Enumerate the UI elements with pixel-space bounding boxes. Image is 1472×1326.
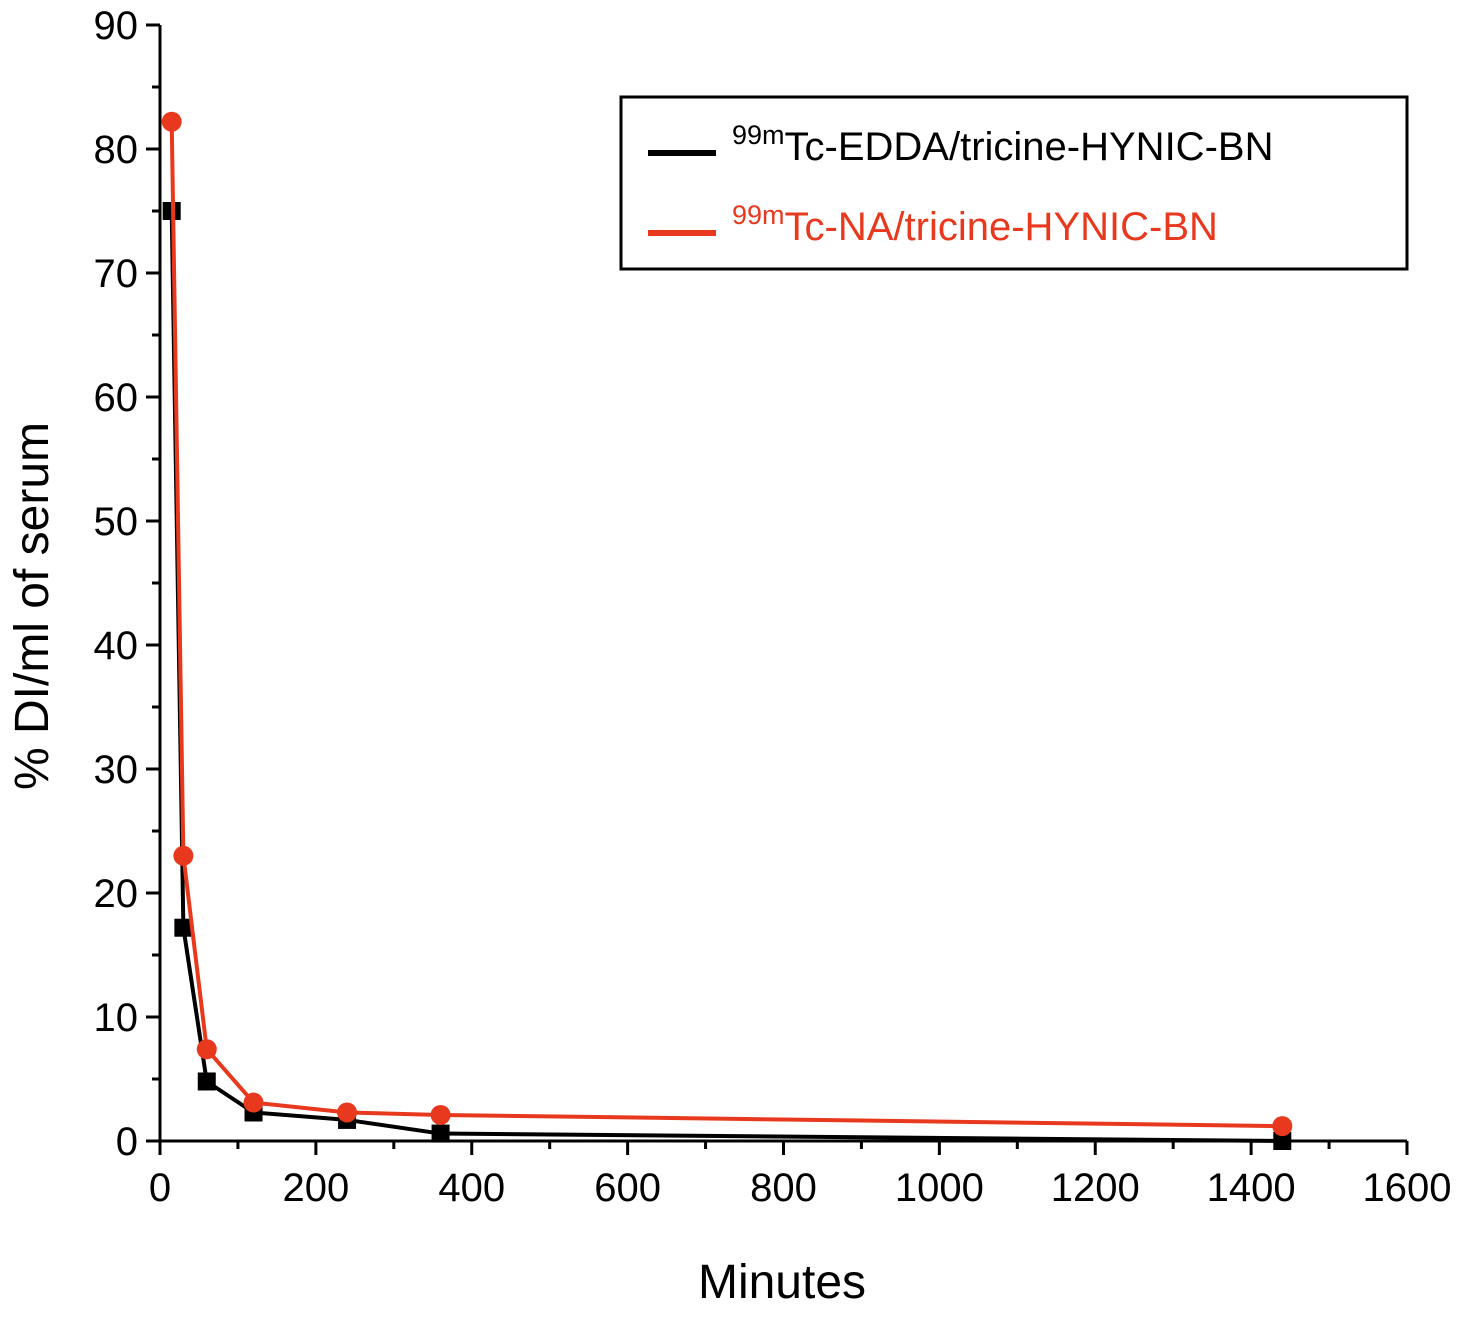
data-point	[337, 1102, 358, 1123]
y-tick-label: 0	[116, 1120, 138, 1164]
series-line-edda	[169, 210, 1283, 1143]
series-na	[161, 111, 1293, 1137]
y-tick-label: 30	[94, 748, 139, 792]
y-tick-label: 90	[94, 4, 139, 48]
legend: 99mTc-EDDA/tricine-HYNIC-BN 99mTc-NA/tri…	[619, 95, 1409, 271]
data-point	[431, 1124, 450, 1143]
data-point	[173, 845, 194, 866]
x-tick-label: 200	[283, 1166, 350, 1210]
legend-entry-edda: 99mTc-EDDA/tricine-HYNIC-BN	[732, 120, 1273, 169]
y-tick-label: 10	[94, 996, 139, 1040]
y-tick-label: 40	[94, 624, 139, 668]
y-axis-title: % DI/ml of serum	[6, 422, 59, 790]
legend-sup-edda: 99m	[732, 120, 785, 150]
x-tick-label: 600	[594, 1166, 661, 1210]
y-axis-ticks: 0 10 20 30 40 50 60 70 80 90	[94, 4, 160, 1164]
y-tick-label: 60	[94, 376, 139, 420]
x-tick-label: 1600	[1363, 1166, 1452, 1210]
data-point	[196, 1039, 217, 1060]
x-tick-label: 400	[438, 1166, 505, 1210]
data-point	[243, 1092, 264, 1113]
series-edda	[162, 202, 1292, 1150]
legend-sup-na: 99m	[732, 200, 785, 230]
y-tick-label: 50	[94, 500, 139, 544]
legend-label-na: Tc-NA/tricine-HYNIC-BN	[785, 205, 1218, 249]
legend-label-edda: Tc-EDDA/tricine-HYNIC-BN	[785, 125, 1274, 169]
data-point	[1273, 1132, 1292, 1150]
data-point	[174, 918, 193, 937]
y-tick-label: 70	[94, 252, 139, 296]
y-tick-label: 80	[94, 128, 139, 172]
x-tick-label: 1400	[1207, 1166, 1296, 1210]
x-tick-label: 1000	[895, 1166, 984, 1210]
data-point	[1272, 1116, 1293, 1137]
data-point	[161, 111, 182, 132]
x-tick-label: 0	[149, 1166, 171, 1210]
series-line-na	[169, 121, 1283, 1129]
legend-entry-na: 99mTc-NA/tricine-HYNIC-BN	[732, 200, 1218, 249]
x-tick-label: 800	[750, 1166, 817, 1210]
y-tick-label: 20	[94, 872, 139, 916]
data-point	[430, 1104, 451, 1125]
series-layer	[161, 111, 1293, 1150]
x-tick-label: 1200	[1051, 1166, 1140, 1210]
data-point	[197, 1072, 216, 1091]
x-axis-title: Minutes	[698, 1256, 866, 1309]
legend-box	[619, 95, 1409, 271]
x-axis-ticks: 0 200 400 600 800 1000 1200 1400 1600	[149, 1141, 1452, 1210]
